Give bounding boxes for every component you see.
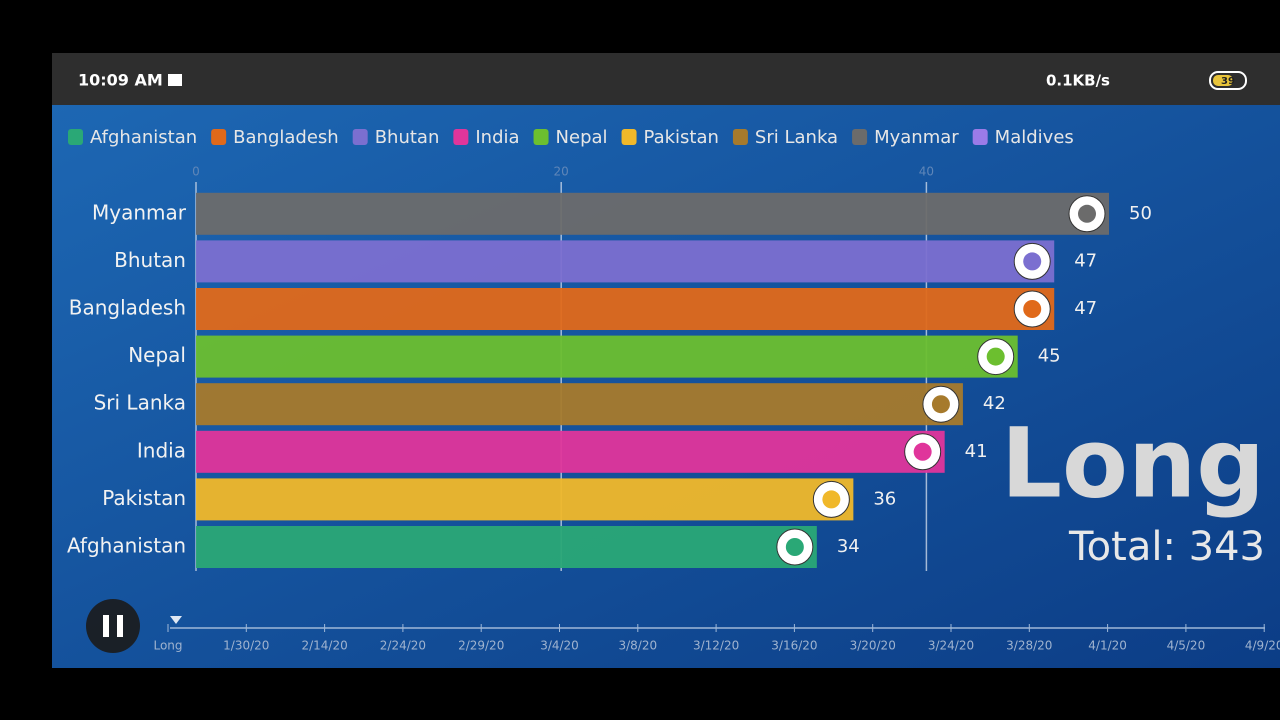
y-tick-label: India bbox=[137, 438, 186, 462]
value-label: 34 bbox=[837, 536, 860, 557]
timeline-label: 3/28/20 bbox=[1006, 639, 1052, 653]
legend-label: Bangladesh bbox=[233, 127, 339, 148]
battery-text: 39 bbox=[1221, 76, 1235, 87]
flag-emblem bbox=[913, 442, 932, 461]
flag-emblem bbox=[1023, 252, 1042, 271]
pause-button[interactable] bbox=[86, 599, 140, 653]
x-tick-label: 0 bbox=[192, 165, 200, 179]
timeline-label: Long bbox=[153, 639, 182, 653]
pause-bar bbox=[117, 615, 123, 637]
timeline-label: 4/1/20 bbox=[1088, 639, 1127, 653]
timeline-label: 3/20/20 bbox=[850, 639, 896, 653]
value-label: 47 bbox=[1074, 298, 1097, 319]
value-label: 36 bbox=[873, 488, 896, 509]
bar bbox=[196, 478, 854, 521]
value-label: 42 bbox=[983, 393, 1006, 414]
legend-label: Sri Lanka bbox=[755, 127, 838, 148]
period-label: Long bbox=[1001, 407, 1265, 519]
flag-emblem bbox=[986, 347, 1005, 366]
bar bbox=[196, 383, 963, 426]
timeline-label: 3/24/20 bbox=[928, 639, 974, 653]
timeline-pointer bbox=[170, 616, 182, 624]
y-tick-label: Bangladesh bbox=[69, 296, 186, 320]
timeline-label: 1/30/20 bbox=[223, 639, 269, 653]
value-label: 41 bbox=[965, 441, 988, 462]
flag-emblem bbox=[822, 490, 841, 509]
y-tick-label: Myanmar bbox=[92, 200, 187, 224]
flag-emblem bbox=[931, 395, 950, 414]
legend-label: Maldives bbox=[995, 127, 1074, 148]
flag-emblem bbox=[1023, 300, 1042, 318]
legend-label: Bhutan bbox=[375, 127, 440, 148]
timeline-label: 4/5/20 bbox=[1167, 639, 1206, 653]
legend-label: India bbox=[475, 127, 519, 148]
status-bar bbox=[52, 53, 1280, 105]
timeline-label: 2/29/20 bbox=[458, 639, 504, 653]
x-tick-label: 20 bbox=[554, 165, 569, 179]
y-tick-label: Nepal bbox=[128, 343, 186, 367]
clock: 10:09 AM bbox=[78, 71, 163, 90]
legend-swatch bbox=[352, 129, 368, 145]
record-icon bbox=[168, 74, 182, 86]
battery-outline bbox=[1209, 71, 1247, 90]
legend-swatch bbox=[852, 129, 868, 145]
total-label: Total: 343 bbox=[1068, 524, 1265, 570]
y-tick-label: Pakistan bbox=[102, 486, 186, 510]
timeline-label: 2/24/20 bbox=[380, 639, 426, 653]
flag-emblem bbox=[785, 538, 804, 556]
timeline-label: 3/4/20 bbox=[540, 639, 579, 653]
legend-label: Pakistan bbox=[644, 127, 719, 148]
timeline-label: 2/14/20 bbox=[301, 639, 347, 653]
bar bbox=[196, 430, 945, 473]
y-tick-label: Bhutan bbox=[114, 248, 186, 272]
x-tick-label: 40 bbox=[919, 165, 934, 179]
bar bbox=[196, 240, 1055, 283]
bar bbox=[196, 288, 1055, 330]
legend-swatch bbox=[621, 129, 637, 145]
net-speed: 0.1KB/s bbox=[1046, 72, 1110, 90]
legend-swatch bbox=[211, 129, 227, 145]
value-label: 50 bbox=[1129, 203, 1152, 224]
legend-label: Afghanistan bbox=[90, 127, 197, 148]
bar bbox=[196, 192, 1109, 235]
pause-bar bbox=[103, 615, 109, 637]
legend-swatch bbox=[972, 129, 988, 145]
bar bbox=[196, 335, 1018, 378]
legend-swatch bbox=[453, 129, 469, 145]
value-label: 47 bbox=[1074, 250, 1097, 271]
legend-swatch bbox=[732, 129, 748, 145]
y-tick-label: Sri Lanka bbox=[94, 391, 186, 415]
bar bbox=[196, 526, 817, 568]
legend-swatch bbox=[533, 129, 549, 145]
battery-level bbox=[1213, 75, 1233, 86]
timeline-label: 4/9/20 bbox=[1245, 639, 1280, 653]
legend-label: Myanmar bbox=[874, 127, 959, 148]
timeline-label: 3/16/20 bbox=[771, 639, 817, 653]
legend-swatch bbox=[68, 129, 83, 145]
timeline-label: 3/12/20 bbox=[693, 639, 739, 653]
flag-emblem bbox=[1078, 204, 1096, 223]
value-label: 45 bbox=[1038, 346, 1061, 367]
timeline-label: 3/8/20 bbox=[618, 639, 657, 653]
y-tick-label: Afghanistan bbox=[67, 534, 186, 558]
legend-label: Nepal bbox=[556, 127, 608, 148]
